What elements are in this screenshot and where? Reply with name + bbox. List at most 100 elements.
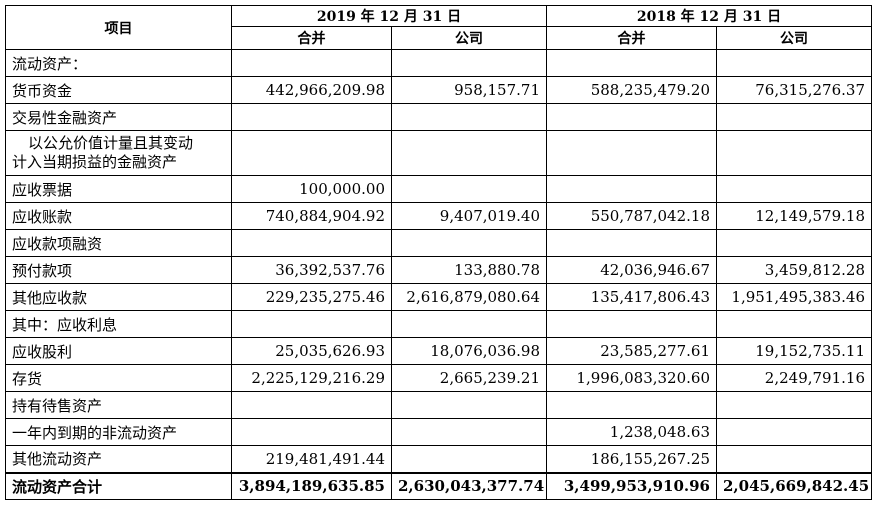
table-row: 其他流动资产 219,481,491.44 186,155,267.25	[5, 445, 872, 473]
total-company-2019: 2,630,043,377.74	[391, 471, 547, 500]
cell-company-2018	[716, 391, 872, 419]
row-label: 应收股利	[5, 337, 232, 365]
cell-consolidated-2019: 2,225,129,216.29	[231, 364, 392, 392]
table-row: 预付款项 36,392,537.76 133,880.78 42,036,946…	[5, 256, 872, 284]
cell-consolidated-2019	[231, 310, 392, 338]
row-label: 一年内到期的非流动资产	[5, 418, 232, 446]
row-label: 货币资金	[5, 76, 232, 104]
total-consolidated-2018: 3,499,953,910.96	[546, 471, 717, 500]
cell-company-2018: 19,152,735.11	[716, 337, 872, 365]
cell-consolidated-2018: 1,996,083,320.60	[546, 364, 717, 392]
cell-consolidated-2018: 1,238,048.63	[546, 418, 717, 446]
table-row: 一年内到期的非流动资产 1,238,048.63	[5, 418, 872, 446]
row-label: 其他应收款	[5, 283, 232, 311]
total-company-2018: 2,045,669,842.45	[716, 471, 872, 500]
header-company-2018: 公司	[716, 26, 872, 50]
cell-company-2019	[391, 418, 547, 446]
row-label: 交易性金融资产	[5, 103, 232, 131]
cell-company-2019	[391, 310, 547, 338]
cell-consolidated-2018: 23,585,277.61	[546, 337, 717, 365]
row-label: 预付款项	[5, 256, 232, 284]
cell-company-2018	[716, 130, 872, 176]
cell-consolidated-2018	[546, 391, 717, 419]
cell-company-2018	[716, 229, 872, 257]
cell-consolidated-2018: 42,036,946.67	[546, 256, 717, 284]
cell-company-2019: 2,665,239.21	[391, 364, 547, 392]
header-row-scope: 合并 公司 合并 公司	[6, 26, 872, 50]
balance-sheet-table: 项目 2019 年 12 月 31 日 2018 年 12 月 31 日 合并 …	[5, 5, 872, 500]
cell-company-2019	[391, 130, 547, 176]
table-row: 以公允价值计量且其变动 计入当期损益的金融资产	[5, 130, 872, 176]
cell-consolidated-2019: 219,481,491.44	[231, 445, 392, 473]
header-company-2019: 公司	[391, 26, 547, 50]
row-label: 应收账款	[5, 202, 232, 230]
row-label-line2: 计入当期损益的金融资产	[12, 153, 178, 171]
table-row: 存货 2,225,129,216.29 2,665,239.21 1,996,0…	[5, 364, 872, 392]
table-row: 其中：应收利息	[5, 310, 872, 338]
cell-company-2019	[391, 49, 547, 77]
header-period-2018: 2018 年 12 月 31 日	[546, 5, 872, 27]
cell-company-2019: 958,157.71	[391, 76, 547, 104]
cell-company-2018: 1,951,495,383.46	[716, 283, 872, 311]
cell-company-2019	[391, 175, 547, 203]
cell-company-2018	[716, 445, 872, 473]
total-consolidated-2019: 3,894,189,635.85	[231, 471, 392, 500]
cell-company-2018	[716, 310, 872, 338]
cell-company-2018	[716, 175, 872, 203]
row-label: 存货	[5, 364, 232, 392]
cell-consolidated-2018: 135,417,806.43	[546, 283, 717, 311]
cell-company-2018	[716, 49, 872, 77]
table-row: 货币资金 442,966,209.98 958,157.71 588,235,4…	[5, 76, 872, 104]
cell-consolidated-2018: 550,787,042.18	[546, 202, 717, 230]
cell-consolidated-2019: 442,966,209.98	[231, 76, 392, 104]
cell-company-2019: 133,880.78	[391, 256, 547, 284]
header-row-periods: 项目 2019 年 12 月 31 日 2018 年 12 月 31 日	[5, 5, 872, 50]
cell-company-2019	[391, 391, 547, 419]
table-row: 应收款项融资	[5, 229, 872, 257]
table-row: 持有待售资产	[5, 391, 872, 419]
cell-company-2018: 76,315,276.37	[716, 76, 872, 104]
total-row: 流动资产合计 3,894,189,635.85 2,630,043,377.74…	[5, 471, 872, 500]
row-label-line1: 以公允价值计量且其变动	[28, 134, 194, 152]
cell-consolidated-2018	[546, 175, 717, 203]
row-label: 以公允价值计量且其变动 计入当期损益的金融资产	[5, 130, 232, 176]
cell-consolidated-2018: 588,235,479.20	[546, 76, 717, 104]
table-row: 应收股利 25,035,626.93 18,076,036.98 23,585,…	[5, 337, 872, 365]
cell-consolidated-2019: 100,000.00	[231, 175, 392, 203]
row-label: 持有待售资产	[5, 391, 232, 419]
cell-company-2019	[391, 445, 547, 473]
cell-company-2019: 9,407,019.40	[391, 202, 547, 230]
row-label: 应收票据	[5, 175, 232, 203]
cell-company-2018: 3,459,812.28	[716, 256, 872, 284]
header-consolidated-2018: 合并	[546, 26, 717, 50]
table-row: 应收账款 740,884,904.92 9,407,019.40 550,787…	[5, 202, 872, 230]
row-label: 流动资产：	[5, 49, 232, 77]
total-label: 流动资产合计	[5, 471, 232, 500]
table-row: 交易性金融资产	[5, 103, 872, 131]
cell-consolidated-2018	[546, 310, 717, 338]
row-label: 其他流动资产	[5, 445, 232, 473]
cell-company-2018: 2,249,791.16	[716, 364, 872, 392]
table-row: 流动资产：	[5, 49, 872, 77]
cell-company-2018: 12,149,579.18	[716, 202, 872, 230]
table-row: 应收票据 100,000.00	[5, 175, 872, 203]
cell-consolidated-2019	[231, 130, 392, 176]
cell-company-2019: 18,076,036.98	[391, 337, 547, 365]
cell-consolidated-2019: 740,884,904.92	[231, 202, 392, 230]
header-period-2019: 2019 年 12 月 31 日	[231, 5, 547, 27]
cell-company-2019	[391, 229, 547, 257]
cell-company-2018	[716, 103, 872, 131]
cell-consolidated-2018	[546, 229, 717, 257]
cell-consolidated-2019	[231, 229, 392, 257]
cell-company-2019: 2,616,879,080.64	[391, 283, 547, 311]
cell-consolidated-2019: 229,235,275.46	[231, 283, 392, 311]
cell-consolidated-2019: 25,035,626.93	[231, 337, 392, 365]
cell-consolidated-2018	[546, 49, 717, 77]
header-consolidated-2019: 合并	[231, 26, 392, 50]
cell-consolidated-2019	[231, 103, 392, 131]
cell-consolidated-2019	[231, 391, 392, 419]
cell-consolidated-2019	[231, 49, 392, 77]
row-label: 其中：应收利息	[5, 310, 232, 338]
cell-company-2019	[391, 103, 547, 131]
cell-consolidated-2019	[231, 418, 392, 446]
